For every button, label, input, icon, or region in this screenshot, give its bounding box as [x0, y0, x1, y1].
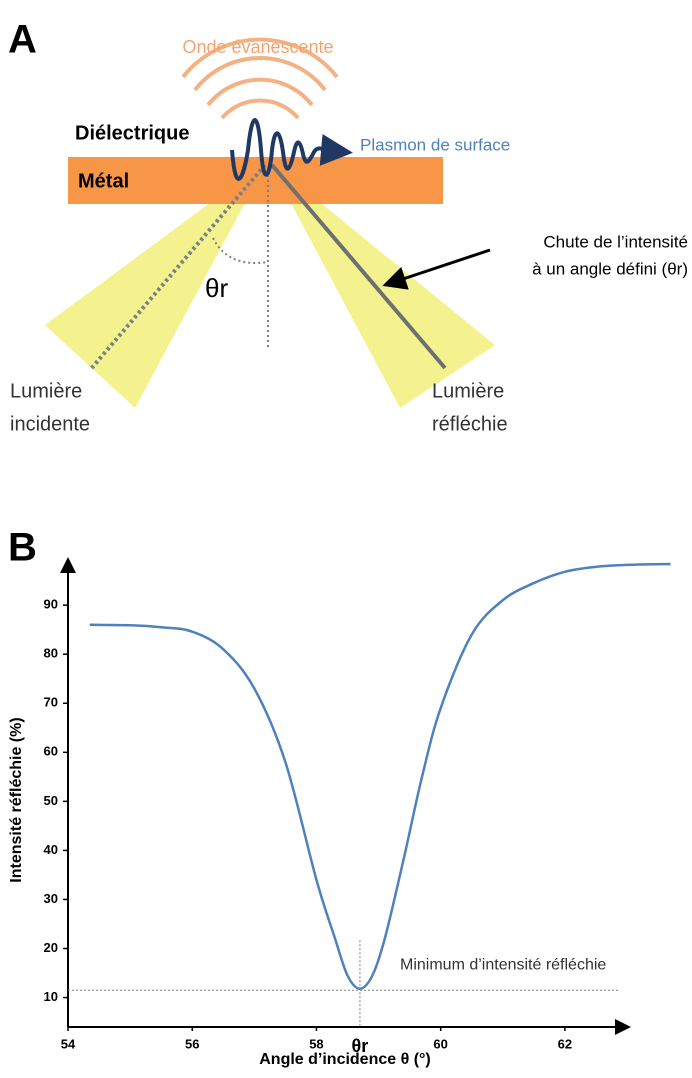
x-tick-label: 60	[433, 1036, 447, 1051]
panel-label: A	[8, 18, 37, 62]
y-tick-label: 60	[44, 744, 58, 759]
panel-label: B	[8, 526, 37, 570]
metal-label: Métal	[78, 170, 129, 192]
angle-label: θr	[205, 273, 228, 303]
evanescent-waves	[181, 37, 339, 120]
y-tick-label: 10	[44, 989, 58, 1004]
evanescent-label: Onde évanescente	[182, 37, 333, 57]
y-tick-label: 50	[44, 793, 58, 808]
reflected-label: réfléchie	[432, 413, 508, 435]
drop-label: à un angle défini (θr)	[532, 259, 688, 278]
minimum-annotation: Minimum d’intensité réfléchie	[400, 956, 606, 973]
incident-ray	[88, 163, 267, 372]
incident-beam	[45, 160, 268, 408]
y-tick-label: 90	[44, 597, 58, 612]
curve	[89, 562, 671, 990]
pointer-arrow	[382, 248, 491, 290]
panel-b: B Angle d’incidence θ (°) Intensité réfl…	[8, 526, 671, 1068]
y-tick-label: 80	[44, 646, 58, 661]
drop-label: Chute de l’intensité	[543, 232, 688, 251]
metal-layer	[68, 157, 443, 204]
x-tick-label: 56	[185, 1036, 199, 1051]
reflected-beam	[268, 160, 495, 408]
y-tick-label: 30	[44, 891, 58, 906]
minimum-label: θr	[352, 1036, 369, 1056]
y-tick-label: 70	[44, 695, 58, 710]
reflected-ray	[270, 163, 447, 370]
panel-a: A Onde évanescente Diélectrique Métal Pl…	[8, 18, 688, 436]
plasmon-label: Plasmon de surface	[360, 135, 510, 154]
x-axis-label: Angle d’incidence θ (°)	[259, 1051, 431, 1068]
x-tick-label: 62	[558, 1036, 572, 1051]
incident-label: Lumière	[10, 380, 82, 402]
reflected-label: Lumière	[432, 380, 504, 402]
y-tick-label: 20	[44, 940, 58, 955]
y-tick-label: 40	[44, 842, 58, 857]
x-tick-label: 58	[309, 1036, 323, 1051]
angle-arc	[212, 237, 269, 264]
incident-label: incidente	[10, 413, 90, 435]
x-tick-label: 54	[61, 1036, 76, 1051]
y-axis-label: Intensité réfléchie (%)	[8, 717, 25, 882]
dielectric-label: Diélectrique	[75, 122, 189, 144]
surface-plasmon-wave	[230, 118, 353, 181]
